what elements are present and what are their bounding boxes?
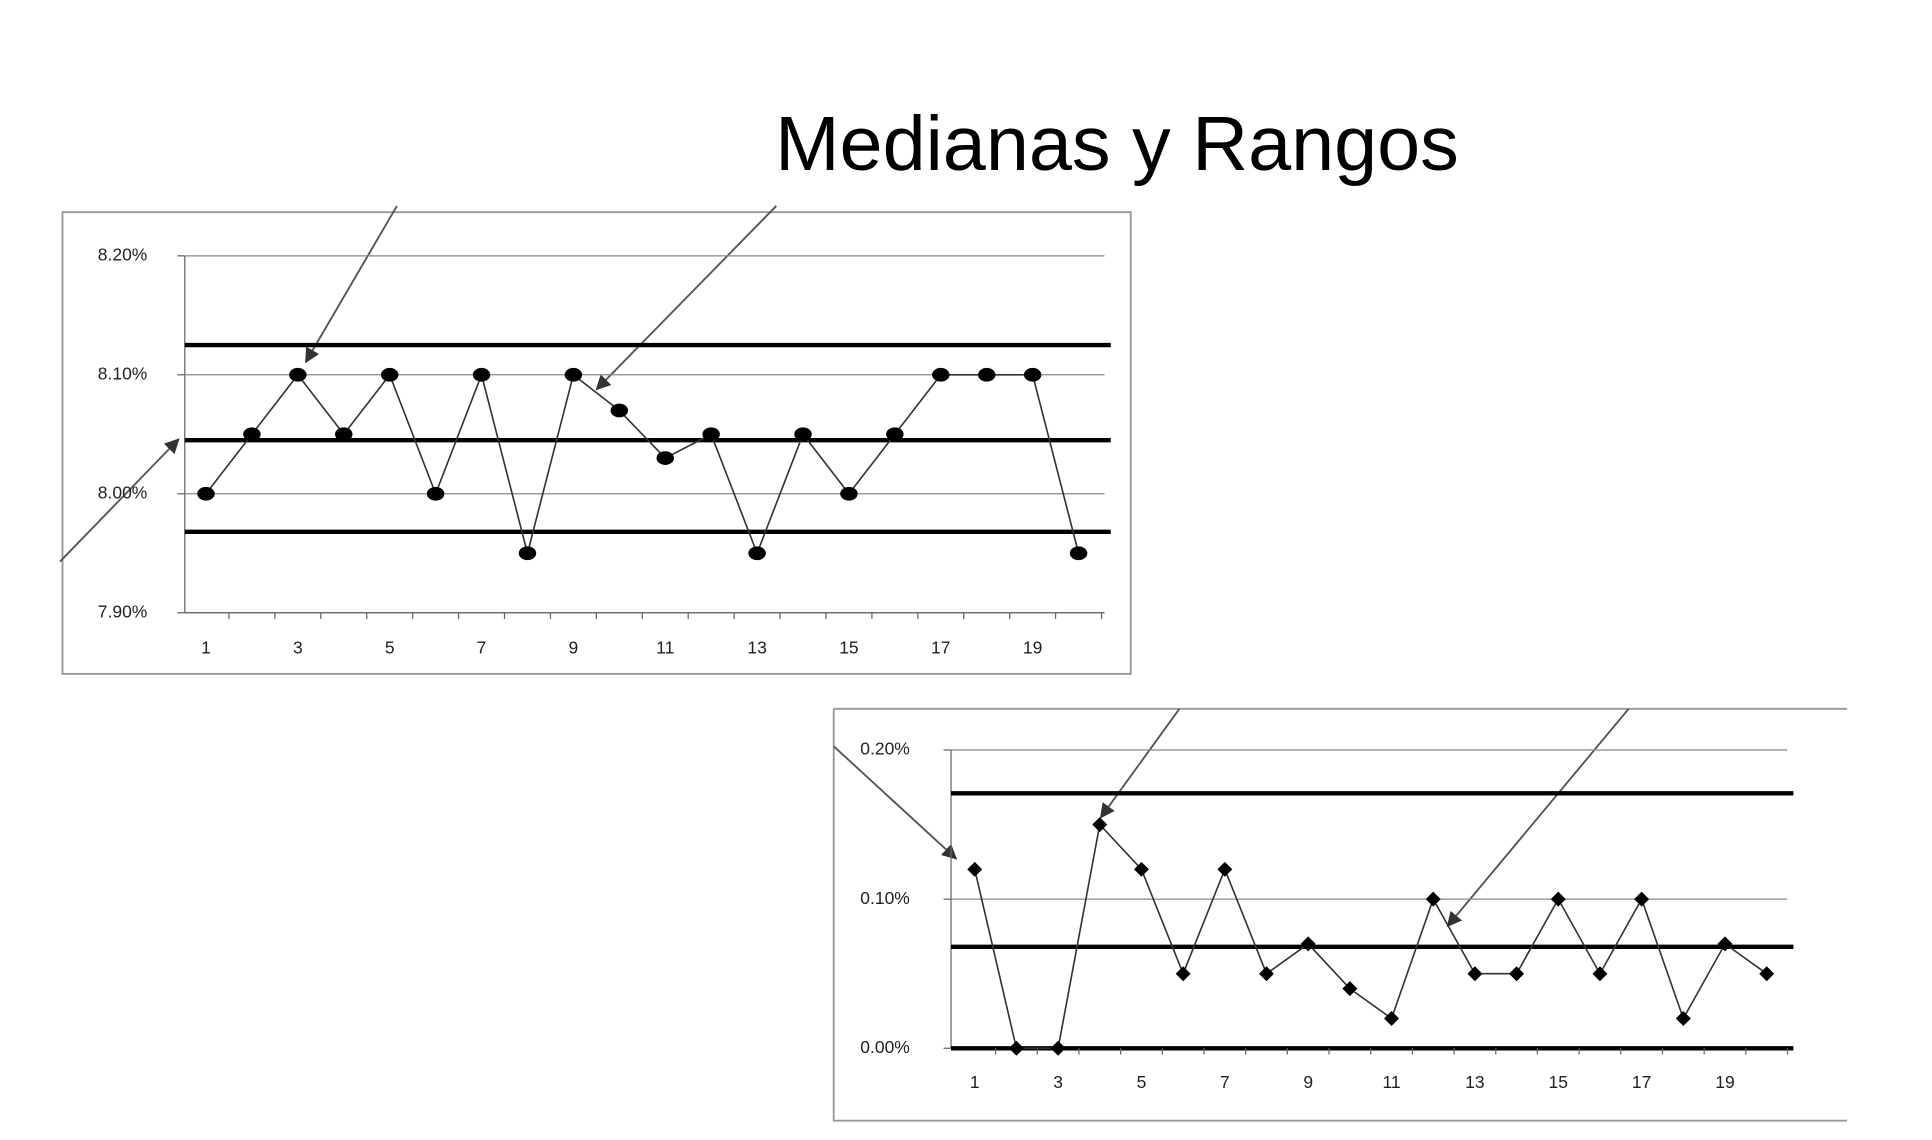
data-point — [426, 486, 445, 501]
slide-title: Medianas y Rangos — [775, 101, 1459, 187]
data-point — [1023, 367, 1042, 382]
data-point — [1509, 966, 1525, 982]
x-tick-label: 13 — [1465, 1072, 1484, 1092]
data-point — [932, 367, 950, 382]
y-tick-label: 0.00% — [860, 1037, 910, 1057]
data-point — [967, 861, 983, 877]
x-tick-label: 17 — [931, 638, 950, 658]
data-point — [840, 486, 858, 501]
data-point — [1300, 936, 1316, 952]
y-tick-label: 8.20% — [98, 244, 148, 264]
data-point — [748, 546, 766, 561]
data-point — [335, 427, 353, 442]
y-tick-label: 0.20% — [860, 739, 910, 759]
chart-frame — [61, 211, 1132, 675]
arrow — [59, 438, 180, 563]
data-line — [973, 822, 1768, 1050]
data-point — [1425, 891, 1441, 907]
data-point — [1717, 936, 1733, 952]
data-point — [1175, 966, 1191, 982]
data-point — [1384, 1010, 1400, 1026]
x-tick-label: 3 — [293, 638, 303, 658]
data-point — [1069, 546, 1088, 561]
data-point — [564, 367, 583, 382]
data-point — [1217, 861, 1233, 877]
data-point — [1092, 817, 1108, 833]
y-tick-label: 7.90% — [98, 601, 148, 621]
data-point — [1467, 966, 1483, 982]
data-point — [1759, 966, 1775, 982]
data-line — [205, 372, 1080, 556]
data-point — [886, 427, 904, 442]
data-point — [197, 486, 215, 501]
data-point — [518, 546, 537, 561]
x-tick-label: 7 — [477, 638, 487, 658]
y-tick-label: 8.00% — [98, 482, 148, 502]
data-point — [1008, 1040, 1024, 1056]
data-point — [243, 427, 261, 442]
data-point — [794, 427, 812, 442]
x-tick-label: 11 — [1382, 1072, 1400, 1092]
x-tick-label: 15 — [839, 638, 858, 658]
data-point — [380, 367, 399, 382]
data-point — [289, 367, 307, 382]
x-tick-label: 19 — [1023, 638, 1042, 658]
data-point — [702, 427, 720, 442]
data-point — [1592, 966, 1608, 982]
x-tick-label: 19 — [1715, 1072, 1734, 1092]
data-point — [610, 403, 629, 418]
data-point — [977, 367, 996, 382]
x-tick-label: 7 — [1220, 1072, 1230, 1092]
data-point — [472, 367, 491, 382]
data-point — [1675, 1010, 1691, 1026]
arrow — [595, 205, 777, 391]
x-tick-label: 17 — [1632, 1072, 1651, 1092]
y-tick-label: 0.10% — [860, 888, 910, 908]
arrow — [833, 745, 958, 860]
chart-frame — [832, 707, 1848, 1122]
data-point — [1050, 1040, 1066, 1056]
x-tick-label: 3 — [1053, 1072, 1063, 1092]
x-tick-label: 9 — [569, 638, 579, 658]
y-tick-label: 8.10% — [98, 363, 148, 383]
data-point — [1259, 966, 1274, 982]
data-point — [1550, 891, 1566, 907]
x-tick-label: 15 — [1549, 1072, 1568, 1092]
arrow — [1099, 708, 1181, 819]
x-tick-label: 1 — [970, 1072, 980, 1092]
x-tick-label: 11 — [656, 638, 674, 658]
x-tick-label: 9 — [1303, 1072, 1313, 1092]
arrow — [1446, 708, 1630, 928]
arrow — [305, 205, 398, 364]
x-tick-label: 1 — [201, 638, 211, 658]
x-tick-label: 5 — [385, 638, 395, 658]
x-tick-label: 13 — [747, 638, 766, 658]
data-point — [1634, 891, 1650, 907]
data-point — [656, 451, 674, 465]
annotation-arrows — [59, 205, 1630, 928]
x-tick-label: 5 — [1137, 1072, 1147, 1092]
